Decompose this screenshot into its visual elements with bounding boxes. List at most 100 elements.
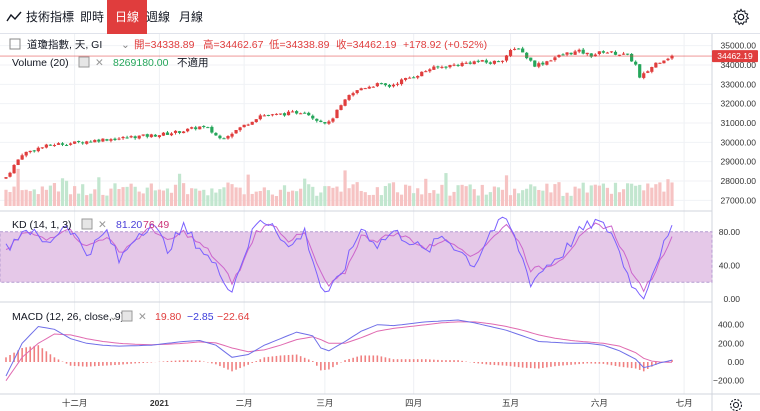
close-icon[interactable]: ✕ [95, 57, 104, 69]
candle-body [246, 124, 250, 126]
candle-body [295, 111, 299, 114]
volume-bar [593, 184, 597, 206]
candle-body [444, 66, 448, 68]
volume-bar [488, 192, 492, 206]
volume-bar [299, 188, 303, 206]
volume-bar [428, 192, 432, 206]
settings-icon[interactable] [121, 310, 133, 322]
candle-body [424, 71, 428, 73]
volume-bar [521, 190, 525, 206]
candle-body [93, 139, 97, 143]
candle-body [315, 118, 319, 121]
last-price-label: 34462.19 [717, 51, 753, 61]
settings-icon[interactable] [81, 218, 93, 230]
volume-bar [630, 183, 634, 206]
volume-bar [404, 184, 408, 206]
period-tab-monthly[interactable]: 月線 [179, 10, 204, 24]
low-value: 低=34338.89 [269, 38, 330, 51]
chevron-down-icon[interactable]: ⌄ [121, 39, 130, 51]
candle-body [593, 54, 597, 57]
volume-bar [186, 194, 190, 206]
time-tick-label: 二月 [236, 398, 253, 408]
candle-body [303, 112, 307, 114]
time-axis: 十二月 2021 二月 三月 四月 五月 六月 七月 [62, 398, 693, 408]
volume-bar [601, 183, 605, 206]
candle-body [650, 66, 654, 72]
candle-body [404, 77, 408, 80]
macd-lines [5, 319, 673, 381]
volume-bar [36, 194, 40, 206]
symbol-label[interactable]: 道瓊指數, 天, GI [27, 38, 102, 51]
volume-bar [508, 195, 513, 206]
candle-body [105, 139, 109, 141]
volume-legend: Volume (20) ✕ 8269180.00 不適用 [12, 56, 209, 69]
volume-bar [117, 189, 121, 206]
volume-bar [315, 195, 319, 206]
close-icon[interactable]: ✕ [98, 219, 107, 231]
period-tab-intraday[interactable]: 即時 [80, 10, 105, 24]
macd-label[interactable]: MACD (12, 26, close, 9) [12, 311, 124, 323]
volume-bar [169, 192, 174, 206]
volume-bar [621, 189, 626, 206]
volume-bar [4, 189, 8, 206]
volume-bar [484, 194, 488, 206]
candle-body [549, 60, 553, 62]
volume-bar [585, 192, 589, 206]
gear-icon[interactable] [729, 398, 743, 411]
candle-body [460, 63, 464, 67]
macd-axis: 400.00 200.00 0.00 −200.00 [713, 320, 744, 386]
chevron-down-icon[interactable]: ⌄ [109, 311, 118, 323]
candle-body [391, 84, 396, 87]
candle-body [343, 99, 347, 106]
volume-bar [153, 190, 157, 206]
volume-bar [206, 195, 210, 206]
volume-bar [149, 183, 153, 206]
candle-body [20, 155, 24, 160]
candle-body [472, 61, 476, 65]
volume-bar [343, 170, 347, 206]
candle-body [68, 143, 73, 145]
settings-icon[interactable] [78, 56, 90, 68]
candle-body [198, 126, 202, 130]
gear-icon[interactable] [732, 8, 750, 26]
volume-bar [278, 189, 283, 206]
time-tick-label: 三月 [316, 398, 333, 408]
kd-label[interactable]: KD (14, 1, 3) [12, 219, 72, 231]
volume-bar [597, 185, 601, 206]
period-tab-weekly[interactable]: 週線 [146, 10, 171, 24]
price-tick-label: 31000.00 [721, 118, 757, 128]
candle-body [89, 141, 93, 143]
candle-body [480, 60, 484, 62]
candle-body [448, 65, 452, 68]
candle-body [416, 75, 420, 78]
candle-body [375, 83, 379, 87]
volume-bar [238, 187, 242, 206]
volume-bar [549, 192, 553, 206]
volume-bar [101, 194, 105, 206]
candle-body [569, 52, 573, 55]
volume-bar [28, 191, 32, 206]
candle-body [327, 121, 331, 124]
candle-body [617, 54, 622, 56]
indicators-button[interactable]: 技術指標 [6, 0, 74, 34]
period-tab-daily[interactable]: 日線 [107, 0, 148, 34]
collapse-icon[interactable] [9, 38, 21, 50]
volume-bar [561, 195, 565, 206]
candle-body [250, 121, 254, 125]
volume-bar [60, 178, 65, 206]
candle-body [254, 119, 258, 123]
candle-body [589, 53, 593, 57]
macd-tick-label: 400.00 [718, 320, 744, 330]
close-icon[interactable]: ✕ [138, 311, 147, 323]
candle-body [395, 83, 400, 85]
candle-body [537, 63, 541, 67]
volume-bar [52, 183, 57, 206]
open-value: 開=34338.89 [134, 39, 195, 51]
candle-body [52, 145, 57, 147]
volume-bar [379, 195, 383, 206]
volume-bar [347, 188, 351, 206]
kd-band [0, 231, 713, 283]
volume-bar [634, 185, 638, 206]
volume-label[interactable]: Volume (20) [12, 57, 69, 69]
volume-bar [303, 178, 307, 206]
